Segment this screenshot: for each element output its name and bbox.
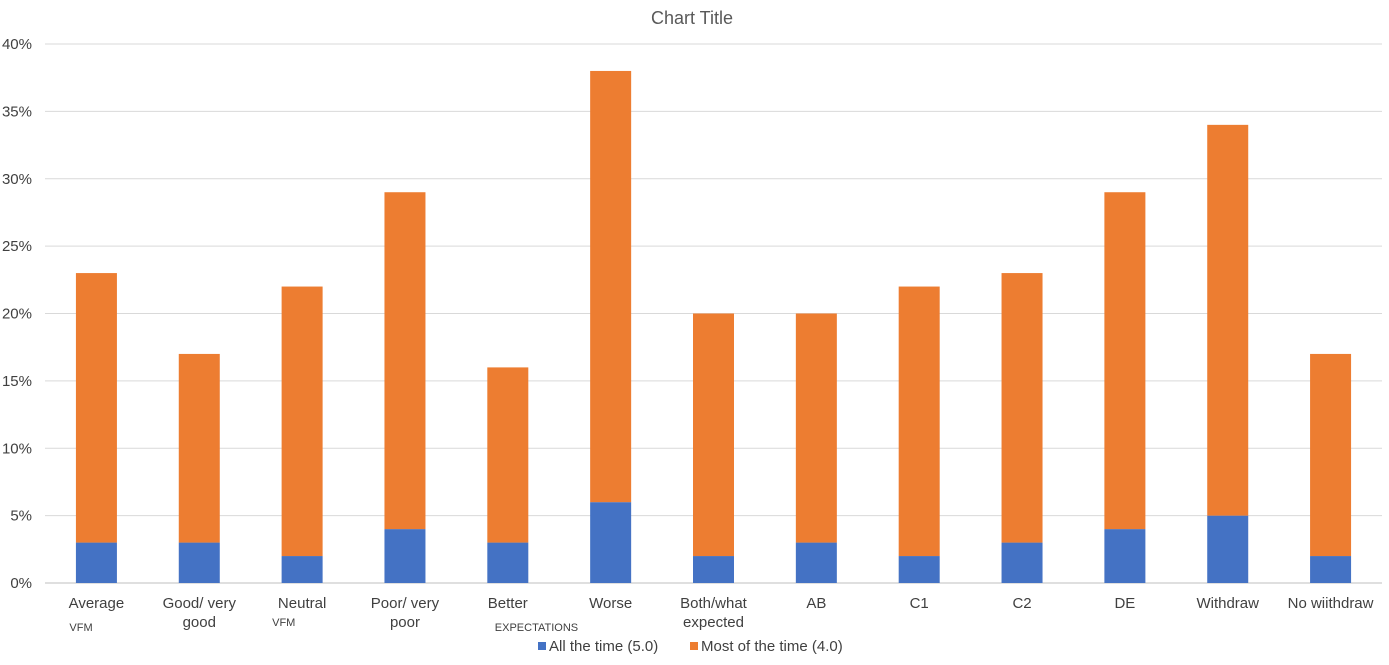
bar-all-the-time	[693, 556, 734, 583]
x-category-label: Better	[488, 595, 528, 612]
bar-most-of-the-time	[487, 367, 529, 543]
legend-swatch-all-the-time	[538, 642, 546, 650]
legend-label-most-of-the-time: Most of the time (4.0)	[701, 638, 843, 655]
y-tick-label: 15%	[2, 373, 32, 390]
x-category-label: good	[183, 614, 216, 631]
x-axis-labels: Average Good/ very good Neutral Poor/ very po…	[69, 595, 1374, 631]
x-category-label: C1	[910, 595, 929, 612]
bar-all-the-time	[178, 542, 220, 583]
x-category-label: No wiithdraw	[1288, 595, 1374, 612]
bar-most-of-the-time	[1104, 192, 1146, 530]
x-category-label: Poor/ very	[371, 595, 440, 612]
chart-title: Chart Title	[651, 8, 733, 28]
bar-all-the-time	[795, 542, 837, 583]
x-category-label: expected	[683, 614, 744, 631]
group-labels: VFM VFM EXPECTATIONS	[69, 617, 578, 634]
bar-all-the-time	[281, 556, 323, 583]
y-tick-label: 10%	[2, 440, 32, 457]
bar-most-of-the-time	[281, 286, 323, 557]
x-group-label: VFM	[272, 617, 295, 629]
bar-most-of-the-time	[1207, 124, 1249, 516]
x-group-label: EXPECTATIONS	[495, 622, 578, 634]
bar-most-of-the-time	[590, 70, 632, 503]
y-axis-ticks: 0% 5% 10% 15% 20% 25% 30% 35% 40%	[2, 36, 32, 592]
bar-most-of-the-time	[384, 192, 426, 530]
x-category-label: Worse	[589, 595, 632, 612]
y-tick-label: 25%	[2, 238, 32, 255]
bars	[75, 70, 1352, 583]
x-category-label: Both/what	[680, 595, 748, 612]
legend-label-all-the-time: All the time (5.0)	[549, 638, 658, 655]
x-category-label: Neutral	[278, 595, 326, 612]
bar-most-of-the-time	[1001, 273, 1043, 543]
y-tick-label: 20%	[2, 306, 32, 323]
x-category-label: poor	[390, 614, 420, 631]
bar-all-the-time	[384, 529, 426, 583]
bar-most-of-the-time	[178, 353, 220, 543]
bar-all-the-time	[590, 502, 632, 583]
x-category-label: DE	[1114, 595, 1135, 612]
x-category-label: Withdraw	[1196, 595, 1259, 612]
bar-most-of-the-time	[75, 273, 117, 543]
x-category-label: C2	[1012, 595, 1031, 612]
x-category-label: Good/ very	[163, 595, 237, 612]
y-tick-label: 40%	[2, 36, 32, 53]
bar-all-the-time	[75, 542, 117, 583]
bar-most-of-the-time	[898, 286, 940, 557]
bar-most-of-the-time	[795, 313, 837, 543]
bar-most-of-the-time	[1310, 353, 1352, 557]
y-tick-label: 30%	[2, 171, 32, 188]
bar-all-the-time	[1104, 529, 1146, 583]
y-tick-label: 35%	[2, 103, 32, 120]
x-group-label: VFM	[69, 622, 92, 634]
bar-all-the-time	[1310, 556, 1352, 583]
legend: All the time (5.0) Most of the time (4.0)	[538, 638, 843, 655]
bar-all-the-time	[1001, 542, 1043, 583]
bar-all-the-time	[898, 556, 940, 583]
bar-all-the-time	[1207, 515, 1249, 583]
y-tick-label: 0%	[10, 575, 32, 592]
x-category-label: Average	[69, 595, 125, 612]
legend-swatch-most-of-the-time	[690, 642, 698, 650]
y-tick-label: 5%	[10, 508, 32, 525]
bar-most-of-the-time	[693, 313, 734, 557]
bar-all-the-time	[487, 542, 529, 583]
x-category-label: AB	[806, 595, 826, 612]
